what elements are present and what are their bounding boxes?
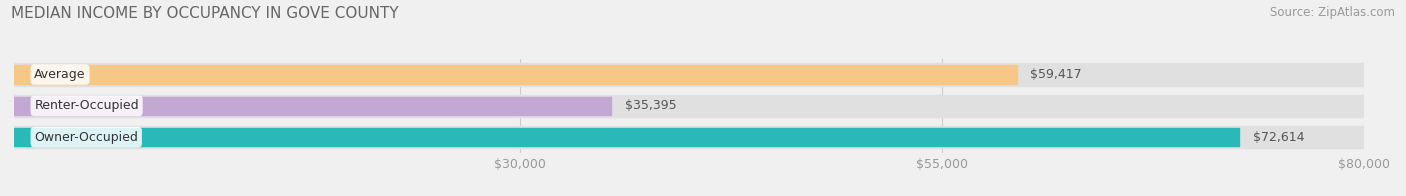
- Text: Renter-Occupied: Renter-Occupied: [34, 99, 139, 112]
- Text: Average: Average: [34, 68, 86, 81]
- Text: $59,417: $59,417: [1031, 68, 1081, 81]
- Text: MEDIAN INCOME BY OCCUPANCY IN GOVE COUNTY: MEDIAN INCOME BY OCCUPANCY IN GOVE COUNT…: [11, 6, 399, 21]
- Text: Source: ZipAtlas.com: Source: ZipAtlas.com: [1270, 6, 1395, 19]
- Text: Owner-Occupied: Owner-Occupied: [34, 131, 138, 144]
- Bar: [14, 128, 1239, 146]
- Bar: [14, 94, 1364, 117]
- Bar: [14, 63, 1364, 86]
- Text: $72,614: $72,614: [1253, 131, 1305, 144]
- Bar: [14, 97, 612, 115]
- Bar: [14, 65, 1017, 83]
- Text: $35,395: $35,395: [624, 99, 676, 112]
- Bar: [14, 126, 1364, 149]
